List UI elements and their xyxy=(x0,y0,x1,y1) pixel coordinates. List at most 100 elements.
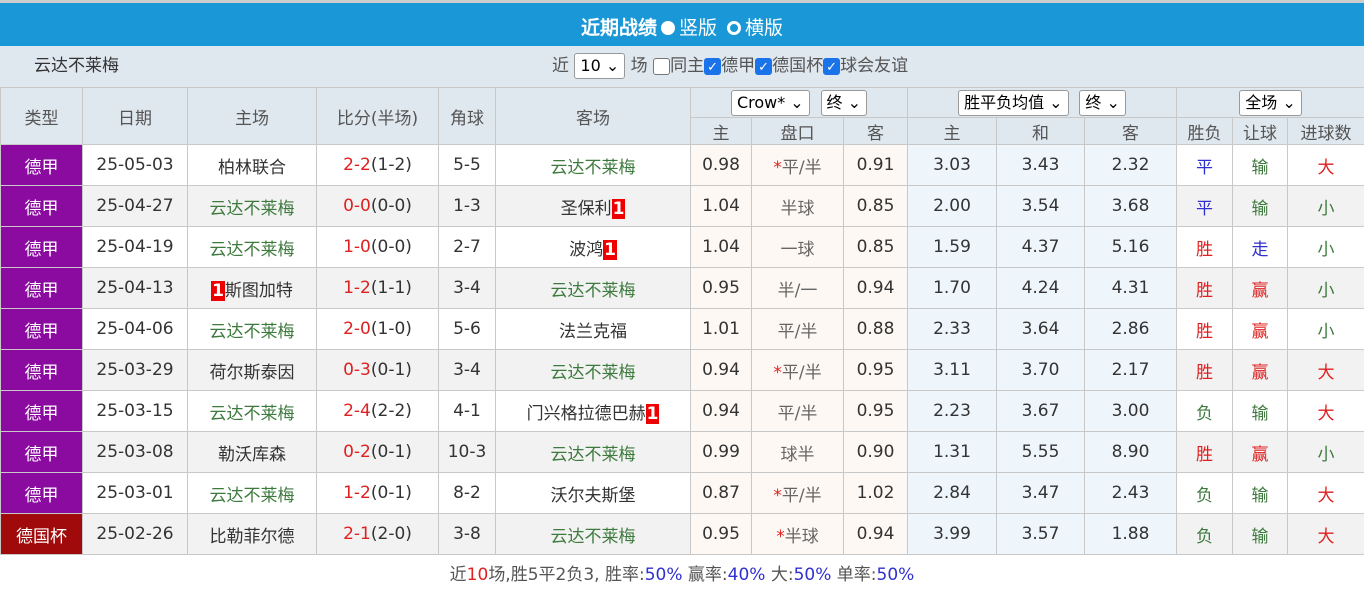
home-team[interactable]: 1斯图加特 xyxy=(188,268,317,309)
corners: 4-1 xyxy=(439,391,496,432)
table-row: 德国杯 25-02-26 比勒菲尔德 2-1(2-0) 3-8 云达不莱梅 0.… xyxy=(1,514,1364,555)
score: 2-1(2-0) xyxy=(317,514,439,555)
handicap: *平/半 xyxy=(752,350,844,391)
corners: 3-4 xyxy=(439,268,496,309)
result: 小 xyxy=(1288,432,1364,473)
handicap: *半球 xyxy=(752,514,844,555)
corners: 5-6 xyxy=(439,309,496,350)
away-team[interactable]: 圣保利1 xyxy=(496,186,691,227)
home-team[interactable]: 荷尔斯泰因 xyxy=(188,350,317,391)
subcol: 主 xyxy=(691,118,752,145)
ah-final-select[interactable]: 终 ⌄ xyxy=(821,90,868,116)
subcol: 胜负 xyxy=(1177,118,1233,145)
subcol: 主 xyxy=(908,118,997,145)
result: 负 xyxy=(1177,473,1233,514)
away-team[interactable]: 云达不莱梅 xyxy=(496,268,691,309)
handicap: 平/半 xyxy=(752,391,844,432)
corners: 3-8 xyxy=(439,514,496,555)
corners: 3-4 xyxy=(439,350,496,391)
home-team[interactable]: 云达不莱梅 xyxy=(188,473,317,514)
home-team[interactable]: 云达不莱梅 xyxy=(188,391,317,432)
home-team[interactable]: 柏林联合 xyxy=(188,145,317,186)
away-team[interactable]: 云达不莱梅 xyxy=(496,432,691,473)
home-team[interactable]: 勒沃库森 xyxy=(188,432,317,473)
corners: 5-5 xyxy=(439,145,496,186)
home-team[interactable]: 云达不莱梅 xyxy=(188,227,317,268)
result: 胜 xyxy=(1177,227,1233,268)
table-row: 德甲 25-04-06 云达不莱梅 2-0(1-0) 5-6 法兰克福 1.01… xyxy=(1,309,1364,350)
table-row: 德甲 25-03-08 勒沃库森 0-2(0-1) 10-3 云达不莱梅 0.9… xyxy=(1,432,1364,473)
league-badge[interactable]: 德甲 xyxy=(1,268,83,309)
col-corner: 角球 xyxy=(439,88,496,145)
league-badge[interactable]: 德甲 xyxy=(1,350,83,391)
away-team[interactable]: 云达不莱梅 xyxy=(496,514,691,555)
result: 胜 xyxy=(1177,350,1233,391)
table-row: 德甲 25-04-13 1斯图加特 1-2(1-1) 3-4 云达不莱梅 0.9… xyxy=(1,268,1364,309)
home-team[interactable]: 比勒菲尔德 xyxy=(188,514,317,555)
league-badge[interactable]: 德国杯 xyxy=(1,514,83,555)
home-team[interactable]: 云达不莱梅 xyxy=(188,186,317,227)
result: 输 xyxy=(1233,473,1288,514)
date: 25-03-08 xyxy=(83,432,188,473)
cup-checkbox[interactable]: ✓ xyxy=(755,58,772,75)
eu-odds-select[interactable]: 胜平负均值 ⌄ xyxy=(958,90,1069,116)
same-home-checkbox[interactable] xyxy=(653,58,670,75)
home-team[interactable]: 云达不莱梅 xyxy=(188,309,317,350)
result: 赢 xyxy=(1233,309,1288,350)
section-title: 近期战绩竖版 横版 xyxy=(0,0,1364,46)
result: 胜 xyxy=(1177,309,1233,350)
radio-vertical[interactable] xyxy=(661,21,675,35)
result: 走 xyxy=(1233,227,1288,268)
away-team[interactable]: 门兴格拉德巴赫1 xyxy=(496,391,691,432)
date: 25-05-03 xyxy=(83,145,188,186)
away-team[interactable]: 沃尔夫斯堡 xyxy=(496,473,691,514)
friendly-checkbox[interactable]: ✓ xyxy=(823,58,840,75)
result: 平 xyxy=(1177,186,1233,227)
league-badge[interactable]: 德甲 xyxy=(1,432,83,473)
handicap: 球半 xyxy=(752,432,844,473)
away-team[interactable]: 云达不莱梅 xyxy=(496,350,691,391)
result: 大 xyxy=(1288,391,1364,432)
date: 25-03-29 xyxy=(83,350,188,391)
company-select[interactable]: Crow* ⌄ xyxy=(731,90,810,116)
away-team[interactable]: 波鸿1 xyxy=(496,227,691,268)
match-count-select[interactable]: 10 ⌄ xyxy=(574,53,625,79)
col-date: 日期 xyxy=(83,88,188,145)
radio-horizontal[interactable] xyxy=(727,21,741,35)
corners: 2-7 xyxy=(439,227,496,268)
corners: 10-3 xyxy=(439,432,496,473)
league-badge[interactable]: 德甲 xyxy=(1,473,83,514)
away-team[interactable]: 法兰克福 xyxy=(496,309,691,350)
table-row: 德甲 25-05-03 柏林联合 2-2(1-2) 5-5 云达不莱梅 0.98… xyxy=(1,145,1364,186)
date: 25-03-15 xyxy=(83,391,188,432)
league-checkbox[interactable]: ✓ xyxy=(704,58,721,75)
date: 25-03-01 xyxy=(83,473,188,514)
league-badge[interactable]: 德甲 xyxy=(1,227,83,268)
result: 负 xyxy=(1177,391,1233,432)
league-badge[interactable]: 德甲 xyxy=(1,391,83,432)
subcol: 客 xyxy=(1085,118,1177,145)
score: 0-3(0-1) xyxy=(317,350,439,391)
result: 小 xyxy=(1288,309,1364,350)
subcol: 进球数 xyxy=(1288,118,1364,145)
corners: 8-2 xyxy=(439,473,496,514)
handicap: 半/一 xyxy=(752,268,844,309)
period-select[interactable]: 全场 ⌄ xyxy=(1239,90,1302,116)
filter-bar: 云达不莱梅 近 10 ⌄ 场 同主✓德甲✓德国杯✓球会友谊 xyxy=(0,46,1364,87)
league-badge[interactable]: 德甲 xyxy=(1,145,83,186)
away-team[interactable]: 云达不莱梅 xyxy=(496,145,691,186)
date: 25-04-06 xyxy=(83,309,188,350)
eu-final-select[interactable]: 终 ⌄ xyxy=(1079,90,1126,116)
score: 2-0(1-0) xyxy=(317,309,439,350)
result: 平 xyxy=(1177,145,1233,186)
date: 25-02-26 xyxy=(83,514,188,555)
col-away: 客场 xyxy=(496,88,691,145)
result: 大 xyxy=(1288,473,1364,514)
league-badge[interactable]: 德甲 xyxy=(1,186,83,227)
handicap: 平/半 xyxy=(752,309,844,350)
subcol: 客 xyxy=(844,118,908,145)
result: 负 xyxy=(1177,514,1233,555)
table-row: 德甲 25-03-15 云达不莱梅 2-4(2-2) 4-1 门兴格拉德巴赫1 … xyxy=(1,391,1364,432)
result: 赢 xyxy=(1233,432,1288,473)
league-badge[interactable]: 德甲 xyxy=(1,309,83,350)
